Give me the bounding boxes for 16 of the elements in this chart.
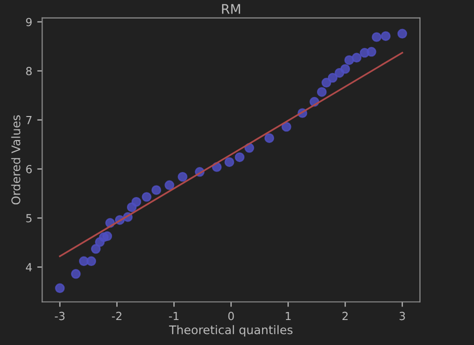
x-tick-label: -3 xyxy=(54,312,65,320)
x-tick-label: -2 xyxy=(112,312,122,320)
y-tick-label: 7 xyxy=(26,116,32,124)
y-tick-label: 9 xyxy=(26,18,32,26)
y-tick-label: 4 xyxy=(26,263,32,272)
x-tick-label: 0 xyxy=(228,312,234,320)
chart-title: RM xyxy=(222,4,240,14)
y-tick-label: 6 xyxy=(26,164,32,174)
y-axis-title: Ordered Values xyxy=(11,115,20,204)
x-tick-label: 1 xyxy=(286,312,291,320)
x-axis-title: Theoretical quantiles xyxy=(169,325,292,337)
x-tick-label: 2 xyxy=(342,312,348,320)
x-tick-label: -1 xyxy=(169,312,179,320)
y-tick-label: 8 xyxy=(26,66,32,76)
y-tick-label: 5 xyxy=(26,214,32,222)
x-tick-label: 3 xyxy=(400,312,405,320)
